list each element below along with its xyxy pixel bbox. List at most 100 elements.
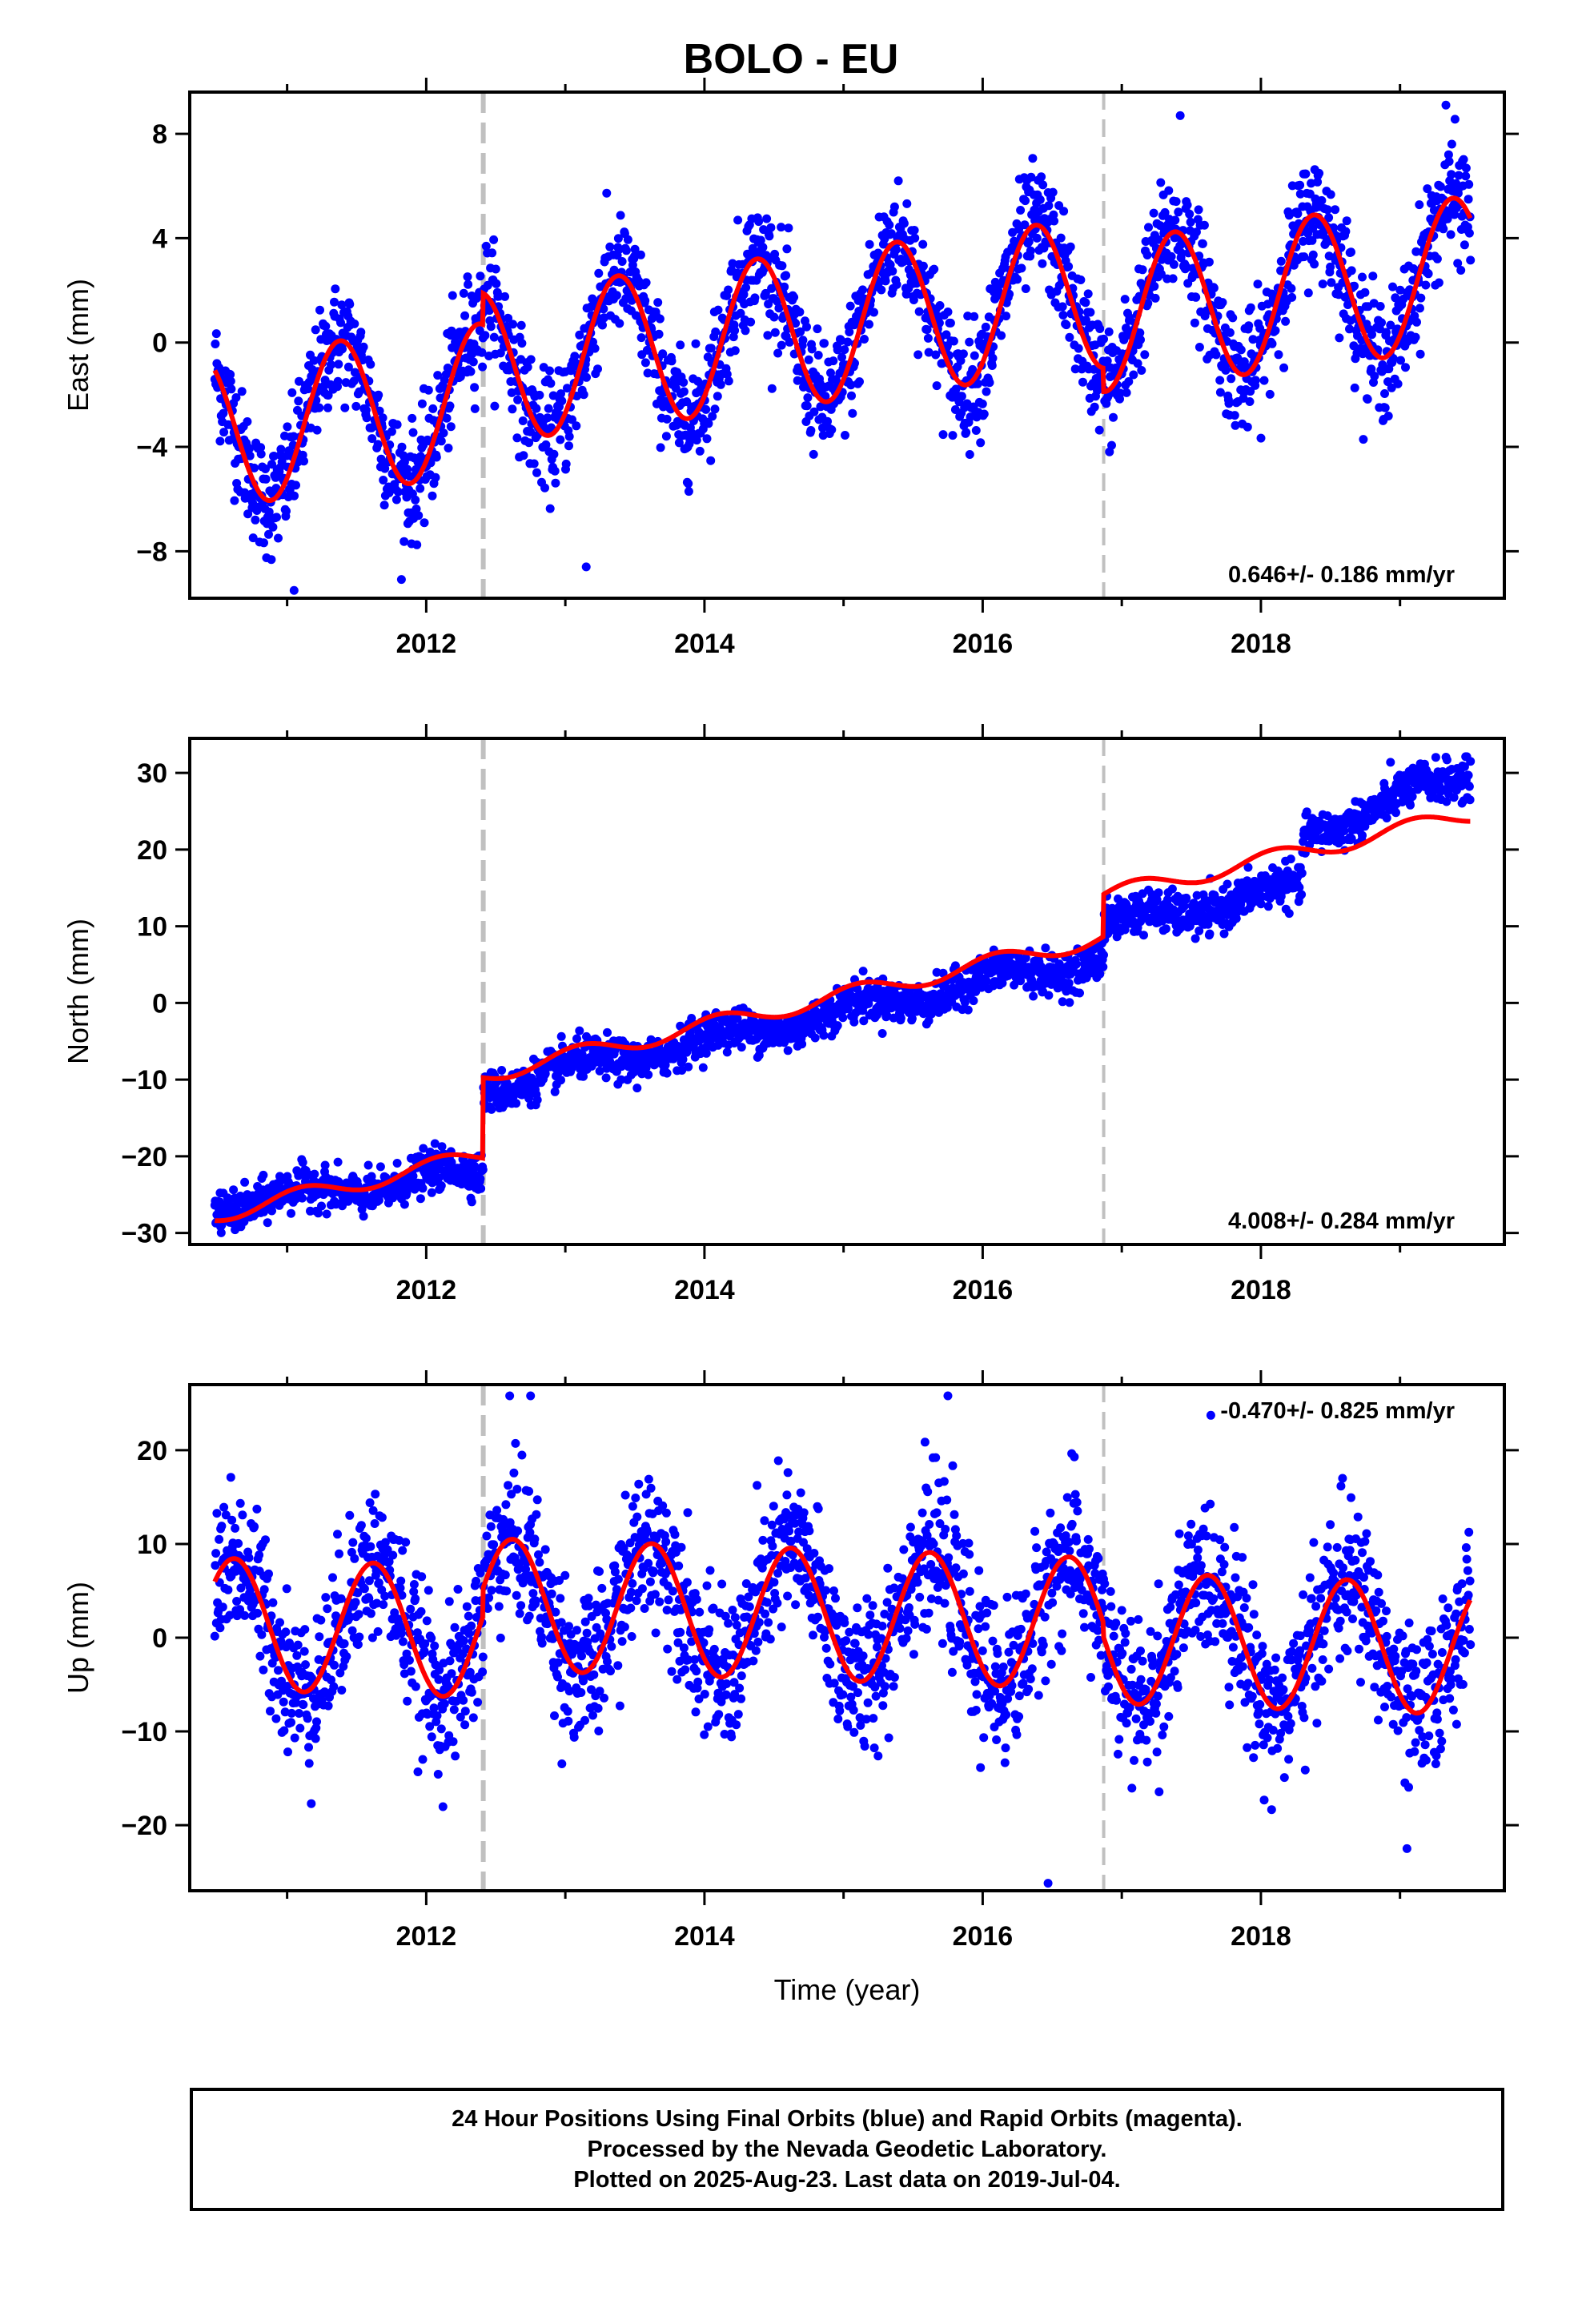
data-point [962, 428, 971, 437]
data-point [374, 1196, 383, 1205]
data-point [988, 353, 998, 363]
data-point [750, 293, 760, 303]
data-points [210, 752, 1476, 1237]
data-point [551, 478, 560, 488]
data-point [272, 513, 281, 522]
data-point [295, 1723, 305, 1733]
y-tick-label: 10 [137, 912, 167, 943]
data-point [1276, 256, 1286, 266]
data-point [820, 339, 829, 348]
data-point [1308, 250, 1318, 259]
data-point [766, 223, 776, 232]
data-point [845, 301, 855, 311]
data-point [1029, 991, 1038, 1001]
data-point [231, 393, 241, 402]
data-point [540, 483, 549, 493]
data-point [227, 384, 236, 394]
data-point [819, 1031, 829, 1040]
data-point [448, 291, 457, 300]
data-point [1185, 209, 1195, 219]
data-point [1050, 216, 1059, 226]
data-point [303, 1714, 312, 1723]
data-point [264, 507, 274, 517]
data-point [853, 296, 863, 305]
data-point [1115, 388, 1125, 398]
data-point [1137, 366, 1146, 375]
data-point [333, 1157, 343, 1167]
data-point [1454, 171, 1464, 180]
data-point [463, 272, 472, 282]
data-point [480, 331, 490, 340]
data-point [774, 304, 784, 313]
data-point [363, 1160, 373, 1170]
data-point [379, 476, 388, 485]
data-point [695, 446, 705, 456]
data-point [612, 291, 621, 300]
data-point [290, 1733, 299, 1743]
data-point [1211, 350, 1221, 360]
data-point [529, 459, 539, 468]
data-point [1186, 217, 1195, 227]
data-point [858, 967, 868, 976]
data-point [713, 305, 723, 315]
data-point [713, 392, 722, 401]
data-point [730, 326, 740, 336]
data-point [909, 226, 919, 235]
data-point [244, 1553, 254, 1562]
data-point [459, 288, 468, 298]
data-point [1439, 224, 1448, 234]
data-point [767, 384, 777, 393]
data-point [299, 456, 308, 466]
data-point [226, 1473, 235, 1482]
data-point [804, 355, 813, 364]
data-point [303, 384, 313, 394]
data-point [829, 356, 838, 366]
data-point [1323, 205, 1332, 215]
y-tick-label: −20 [121, 1142, 167, 1172]
data-point [517, 339, 527, 348]
data-point [223, 1585, 233, 1594]
data-point [497, 1066, 507, 1075]
data-point [1359, 435, 1368, 444]
data-point [1245, 397, 1255, 406]
data-point [215, 1534, 224, 1544]
data-point [847, 391, 856, 400]
data-point [679, 387, 689, 396]
data-point [334, 360, 343, 369]
data-point [226, 370, 235, 380]
data-point [655, 314, 665, 324]
data-point [1317, 195, 1327, 205]
data-point [582, 372, 591, 382]
data-point [1363, 395, 1372, 404]
data-point [1444, 157, 1454, 167]
data-point [442, 413, 452, 423]
data-point [267, 1206, 276, 1216]
data-point [970, 351, 979, 360]
data-point [374, 390, 383, 400]
data-point [598, 320, 607, 330]
data-point [1464, 228, 1474, 238]
data-point [1191, 227, 1201, 237]
data-point [843, 337, 853, 347]
data-point [1412, 317, 1421, 327]
data-point [1435, 182, 1445, 191]
data-point [373, 440, 383, 449]
data-point [979, 409, 989, 419]
x-tick-label: 2014 [674, 1275, 735, 1305]
data-point [893, 176, 903, 186]
data-point [837, 352, 846, 362]
data-point [237, 387, 247, 396]
data-point [245, 444, 255, 453]
data-point [1164, 186, 1174, 195]
data-point [253, 1608, 263, 1618]
data-point [289, 432, 299, 441]
data-point [1021, 196, 1030, 206]
data-point [877, 1029, 887, 1038]
data-point [1335, 333, 1344, 343]
data-point [1024, 237, 1034, 247]
y-tick-label: −8 [136, 537, 167, 567]
data-point [1380, 389, 1389, 398]
data-point [674, 438, 684, 448]
data-point [516, 320, 526, 330]
